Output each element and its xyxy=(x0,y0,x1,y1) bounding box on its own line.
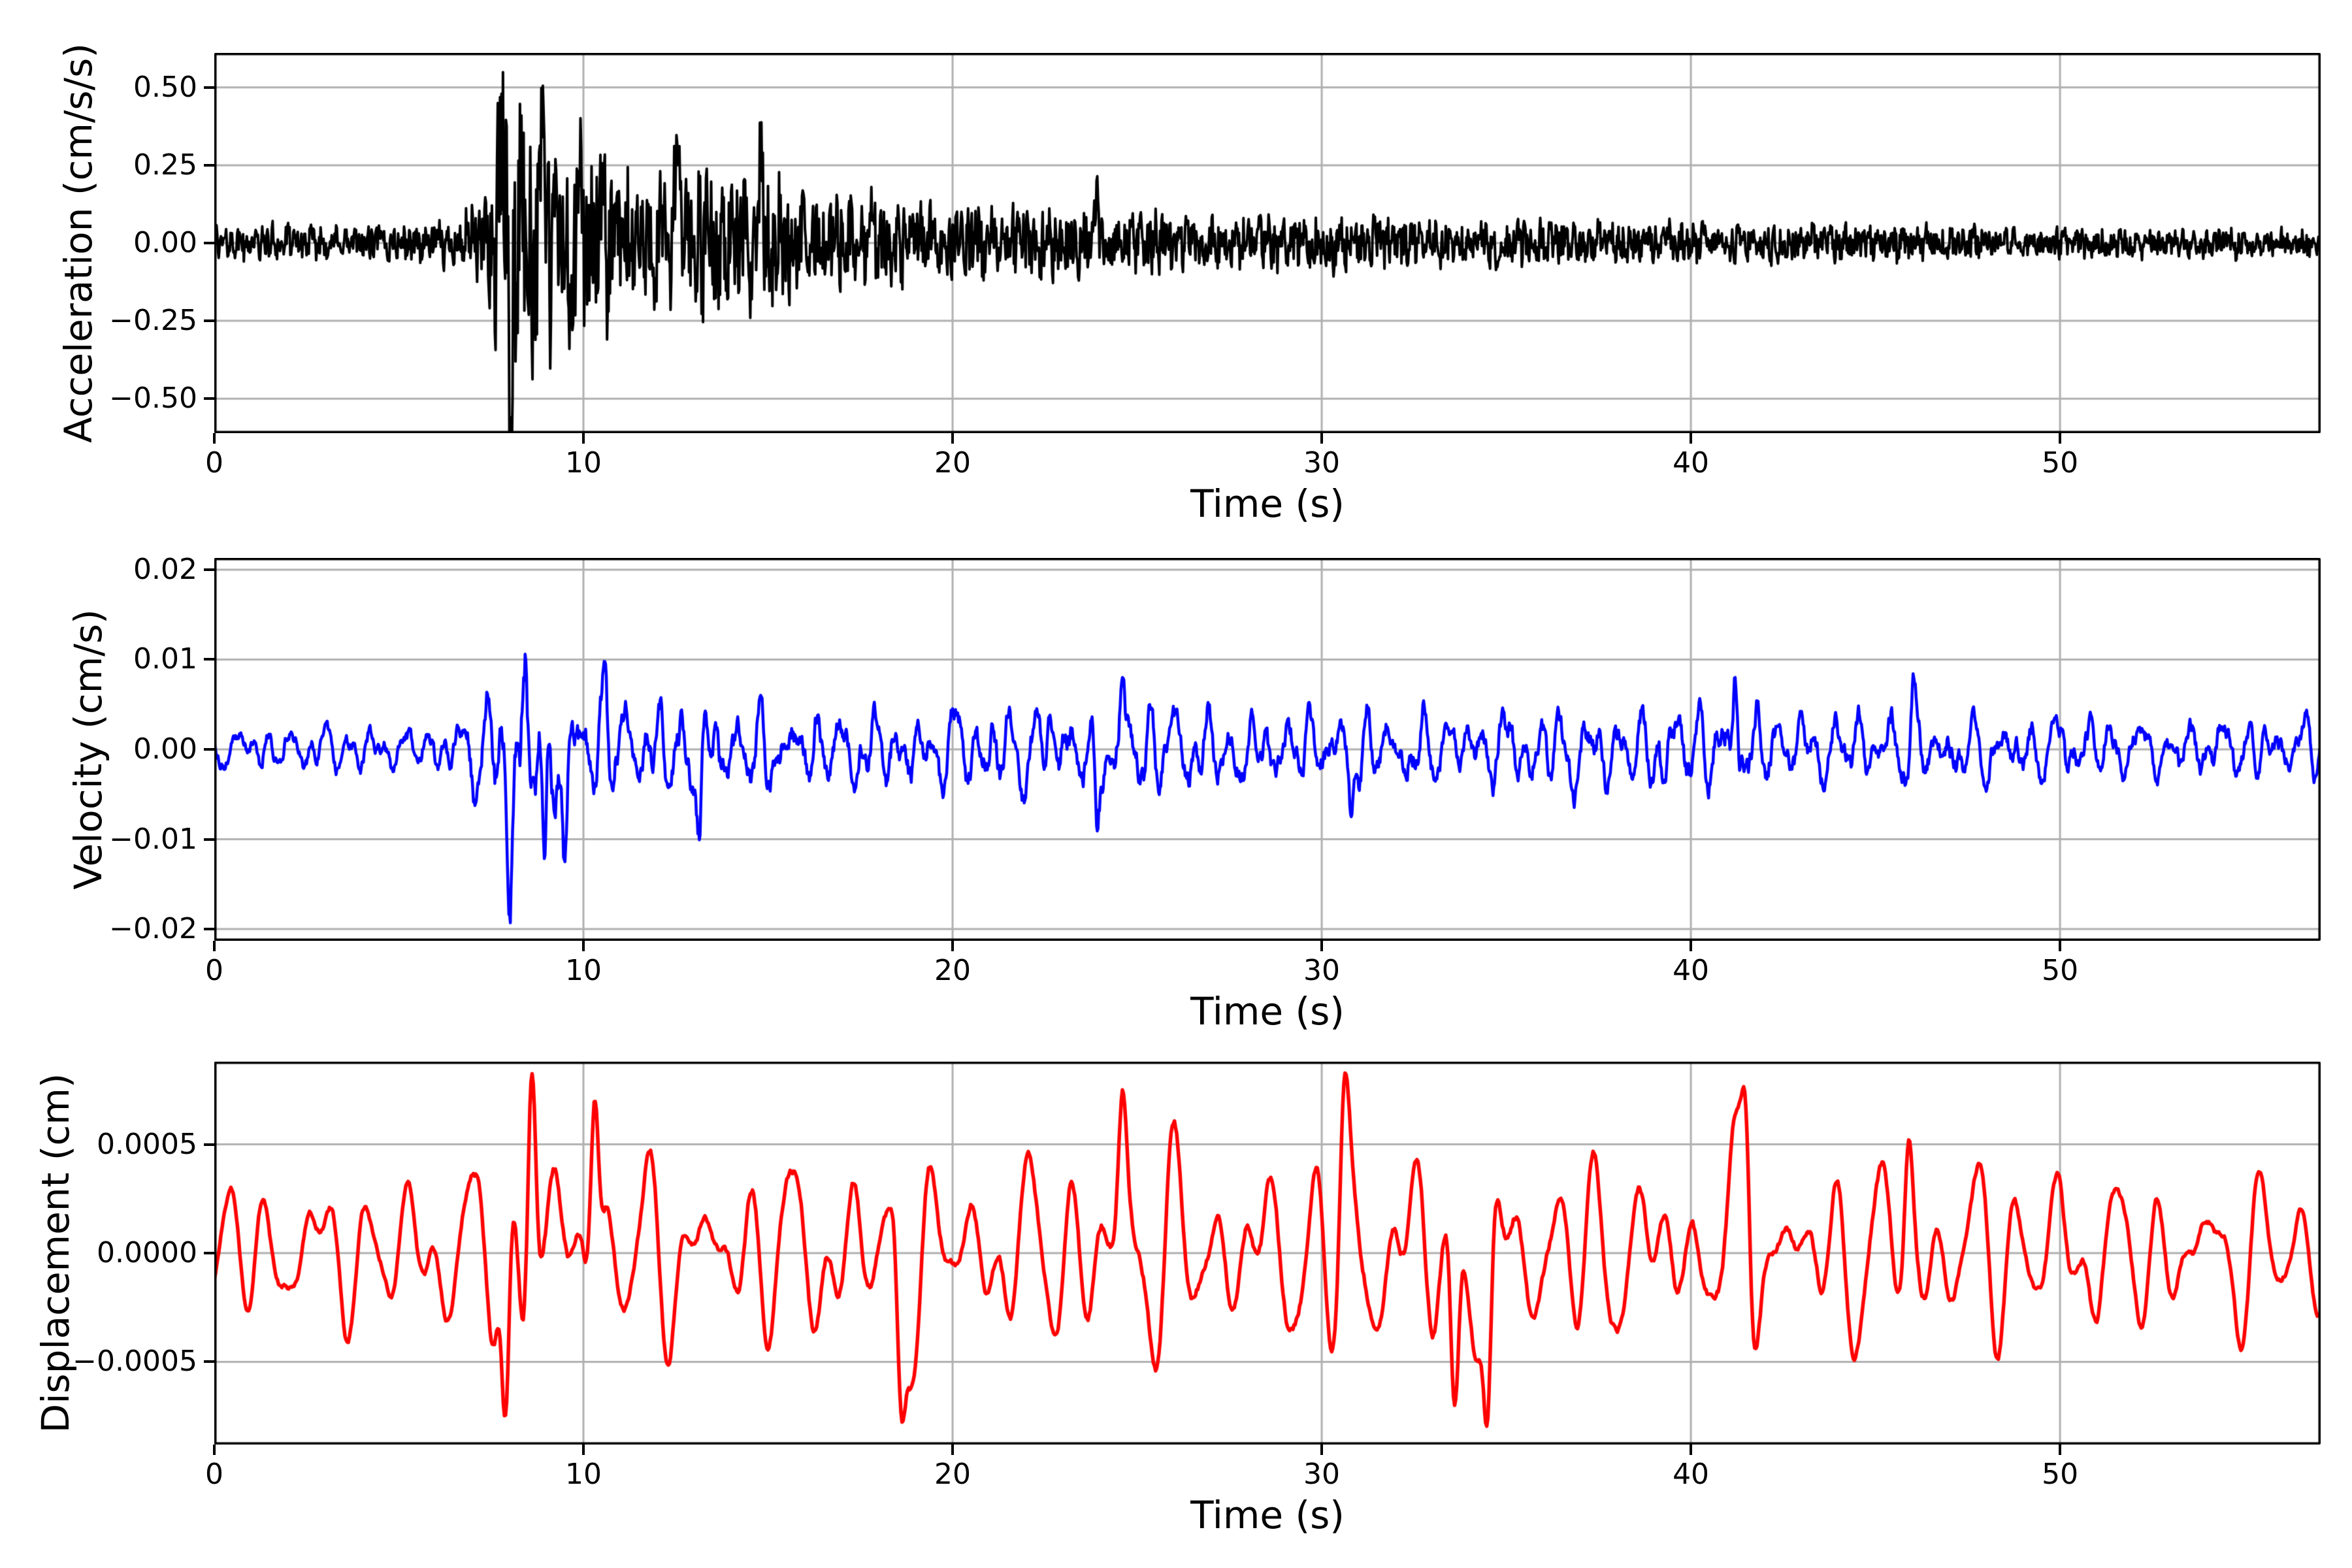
acceleration-y-tick-mark xyxy=(204,397,214,400)
velocity-x-tick-label: 0 xyxy=(205,954,223,987)
velocity-y-tick-label: −0.02 xyxy=(109,912,197,946)
acceleration-x-tick-mark xyxy=(213,433,216,444)
velocity-x-tick-label: 10 xyxy=(565,954,602,987)
velocity-y-tick-label: −0.01 xyxy=(109,822,197,856)
velocity-x-axis-label: Time (s) xyxy=(1190,989,1345,1034)
velocity-y-tick-mark xyxy=(204,568,214,571)
acceleration-x-tick-label: 30 xyxy=(1303,446,1341,480)
acceleration-y-tick-label: −0.25 xyxy=(109,304,197,338)
velocity-x-tick-mark xyxy=(213,941,216,951)
velocity-y-tick-mark xyxy=(204,748,214,751)
acceleration-waveform-canvas xyxy=(214,53,2321,433)
acceleration-y-tick-mark xyxy=(204,163,214,167)
velocity-y-tick-label: 0.01 xyxy=(133,642,197,676)
displacement-y-tick-mark xyxy=(204,1360,214,1364)
velocity-y-tick-mark xyxy=(204,928,214,931)
displacement-x-tick-label: 50 xyxy=(2042,1458,2079,1491)
acceleration-y-tick-label: 0.00 xyxy=(133,226,197,259)
acceleration-x-tick-mark xyxy=(1690,433,1693,444)
displacement-x-tick-label: 40 xyxy=(1673,1458,1710,1491)
velocity-waveform-canvas xyxy=(214,558,2321,941)
displacement-x-tick-label: 0 xyxy=(205,1458,223,1491)
velocity-y-tick-mark xyxy=(204,658,214,661)
acceleration-y-tick-label: 0.25 xyxy=(133,148,197,182)
velocity-x-tick-label: 40 xyxy=(1673,954,1710,987)
acceleration-y-tick-label: −0.50 xyxy=(109,382,197,416)
acceleration-x-tick-label: 10 xyxy=(565,446,602,480)
acceleration-x-tick-mark xyxy=(1320,433,1324,444)
acceleration-x-tick-label: 40 xyxy=(1673,446,1710,480)
displacement-y-tick-label: 0.0000 xyxy=(97,1236,197,1269)
displacement-x-tick-mark xyxy=(582,1445,585,1455)
displacement-x-tick-mark xyxy=(2059,1445,2062,1455)
velocity-x-tick-label: 30 xyxy=(1303,954,1341,987)
acceleration-y-tick-label: 0.50 xyxy=(133,70,197,104)
velocity-x-tick-mark xyxy=(951,941,955,951)
velocity-y-tick-label: 0.00 xyxy=(133,732,197,766)
acceleration-y-tick-mark xyxy=(204,86,214,89)
acceleration-y-tick-mark xyxy=(204,242,214,244)
acceleration-x-tick-label: 20 xyxy=(934,446,972,480)
displacement-y-tick-label: −0.0005 xyxy=(73,1345,197,1379)
velocity-x-tick-mark xyxy=(582,941,585,951)
displacement-y-tick-label: 0.0005 xyxy=(97,1127,197,1161)
displacement-x-tick-mark xyxy=(213,1445,216,1455)
velocity-x-tick-label: 20 xyxy=(934,954,972,987)
displacement-x-tick-mark xyxy=(951,1445,955,1455)
acceleration-x-tick-mark xyxy=(951,433,955,444)
acceleration-x-tick-mark xyxy=(2059,433,2062,444)
acceleration-x-tick-label: 0 xyxy=(205,446,223,480)
velocity-y-tick-mark xyxy=(204,838,214,841)
acceleration-x-axis-label: Time (s) xyxy=(1190,482,1345,526)
acceleration-y-tick-mark xyxy=(204,319,214,323)
acceleration-x-tick-mark xyxy=(582,433,585,444)
acceleration-x-tick-label: 50 xyxy=(2042,446,2079,480)
displacement-waveform-canvas xyxy=(214,1062,2321,1445)
velocity-y-tick-label: 0.02 xyxy=(133,552,197,586)
displacement-x-tick-mark xyxy=(1690,1445,1693,1455)
displacement-x-tick-label: 10 xyxy=(565,1458,602,1491)
displacement-x-tick-label: 30 xyxy=(1303,1458,1341,1491)
displacement-x-tick-label: 20 xyxy=(934,1458,972,1491)
displacement-y-tick-mark xyxy=(204,1143,214,1146)
displacement-x-axis-label: Time (s) xyxy=(1190,1493,1345,1537)
displacement-x-tick-mark xyxy=(1320,1445,1324,1455)
velocity-x-tick-mark xyxy=(1320,941,1324,951)
displacement-y-tick-mark xyxy=(204,1252,214,1254)
velocity-x-tick-label: 50 xyxy=(2042,954,2079,987)
velocity-x-tick-mark xyxy=(1690,941,1693,951)
velocity-x-tick-mark xyxy=(2059,941,2062,951)
